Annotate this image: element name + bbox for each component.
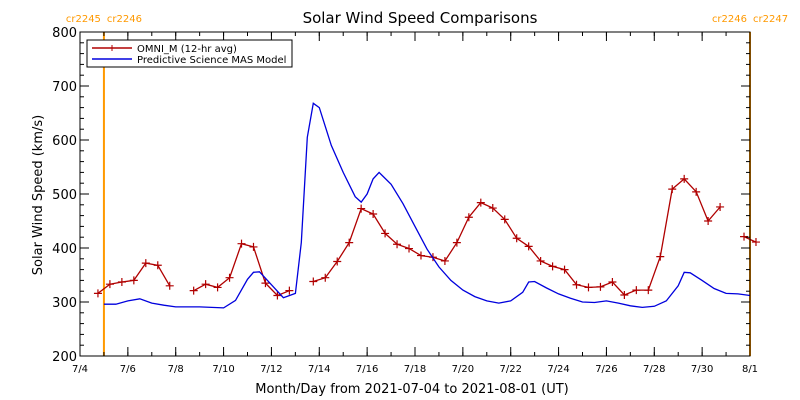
data-point: [644, 286, 653, 295]
data-point: [105, 280, 114, 289]
x-tick-label: 7/6: [120, 364, 136, 375]
x-tick-label: 8/1: [742, 364, 758, 375]
data-point: [249, 242, 258, 251]
x-tick-label: 7/16: [356, 364, 378, 375]
legend-label: Predictive Science MAS Model: [137, 55, 286, 66]
x-tick-label: 7/26: [595, 364, 617, 375]
data-point: [345, 238, 354, 247]
data-point: [476, 198, 485, 207]
data-point: [524, 242, 533, 251]
x-tick-label: 7/8: [168, 364, 184, 375]
data-point: [225, 273, 234, 282]
data-point: [740, 232, 749, 241]
x-tick-label: 7/24: [547, 364, 569, 375]
data-point: [680, 174, 689, 183]
y-tick-label: 700: [52, 80, 77, 95]
data-point: [405, 244, 414, 253]
data-point: [333, 257, 342, 266]
y-axis-label: Solar Wind Speed (km/s): [31, 115, 46, 275]
data-point: [153, 261, 162, 270]
x-tick-label: 7/28: [643, 364, 665, 375]
data-point: [237, 239, 246, 248]
x-tick-label: 7/10: [212, 364, 234, 375]
data-point: [93, 289, 102, 298]
legend-box: [86, 39, 293, 68]
data-point: [716, 202, 725, 211]
data-point: [692, 187, 701, 196]
data-point: [261, 279, 270, 288]
data-point: [704, 217, 713, 225]
data-point: [536, 256, 545, 265]
y-tick-label: 500: [52, 188, 77, 203]
data-point: [213, 283, 222, 292]
data-point: [608, 278, 617, 287]
x-tick-label: 7/22: [499, 364, 521, 375]
x-tick-label: 7/20: [452, 364, 474, 375]
y-tick-label: 800: [52, 26, 77, 41]
data-point: [117, 278, 126, 287]
data-point: [751, 238, 760, 247]
x-tick-label: 7/14: [308, 364, 330, 375]
data-point: [357, 204, 366, 213]
data-point: [464, 213, 473, 222]
data-point: [632, 286, 641, 295]
reference-label-right: cr2247: [753, 14, 788, 25]
data-point: [309, 277, 318, 286]
legend-marker: [109, 45, 115, 51]
legend-label: OMNI_M (12-hr avg): [137, 44, 237, 55]
reference-label-left: cr2245: [66, 14, 101, 25]
x-tick-label: 7/4: [72, 364, 88, 375]
axes: 200 300 400 500 600 700 800 7/4 7/6 7/8 7/10 7/12 7/…: [52, 26, 758, 375]
data-point: [452, 238, 461, 247]
data-point: [656, 252, 665, 261]
data-point: [129, 276, 138, 285]
data-point: [572, 280, 581, 289]
data-point: [141, 259, 150, 268]
data-point: [620, 290, 629, 299]
data-point: [500, 215, 509, 224]
x-tick-label: 7/18: [404, 364, 426, 375]
data-point: [201, 280, 210, 289]
data-point: [189, 286, 198, 295]
data-point: [488, 204, 497, 213]
y-tick-label: 200: [52, 350, 77, 365]
data-point: [393, 240, 402, 249]
data-point: [548, 262, 557, 271]
y-tick-label: 600: [52, 134, 77, 149]
legend: OMNI_M (12-hr avg)Predictive Science MAS…: [86, 39, 293, 68]
data-point: [165, 281, 174, 290]
data-point: [668, 185, 677, 194]
data-point: [584, 283, 593, 292]
data-point: [596, 282, 605, 291]
data-point: [321, 273, 330, 282]
y-tick-label: 400: [52, 242, 77, 257]
x-axis-label: Month/Day from 2021-07-04 to 2021-08-01 …: [255, 382, 568, 397]
y-tick-label: 300: [52, 296, 77, 311]
data-point: [285, 286, 294, 295]
reference-label-right: cr2246: [107, 14, 142, 25]
x-tick-label: 7/30: [691, 364, 713, 375]
data-point: [416, 251, 425, 260]
reference-label-left: cr2246: [712, 14, 747, 25]
data-point: [560, 265, 569, 274]
x-tick-label: 7/12: [260, 364, 282, 375]
data-point: [440, 256, 449, 265]
data-point: [512, 234, 521, 243]
series-line: [103, 102, 751, 309]
data-point: [369, 209, 378, 218]
chart-title: Solar Wind Speed Comparisons: [303, 9, 538, 27]
data-point: [381, 229, 390, 238]
data-point: [273, 291, 282, 300]
